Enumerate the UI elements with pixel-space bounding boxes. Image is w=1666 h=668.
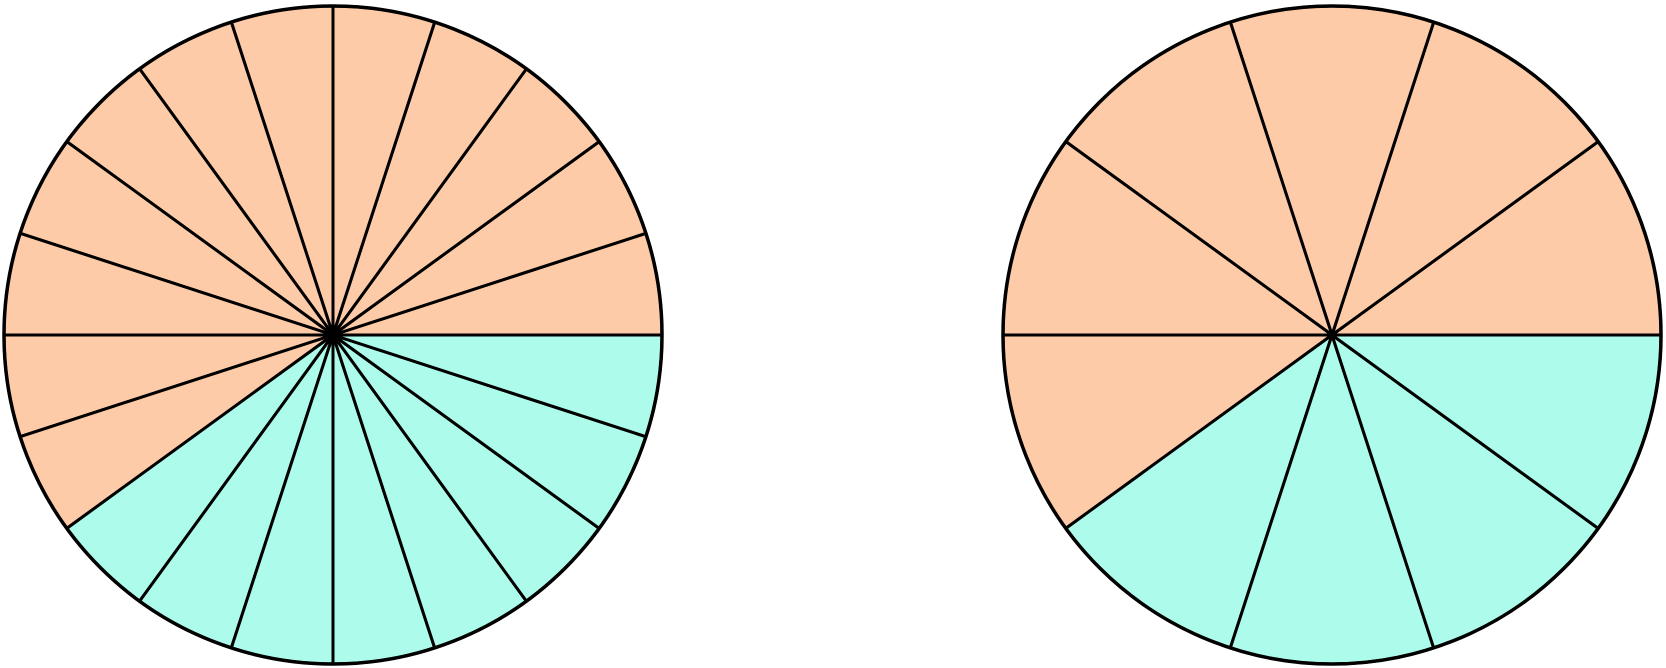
circle-outline [2,4,664,666]
circle-outline [1001,4,1663,666]
fraction-circle [2,4,664,666]
fraction-circle [1001,4,1663,666]
